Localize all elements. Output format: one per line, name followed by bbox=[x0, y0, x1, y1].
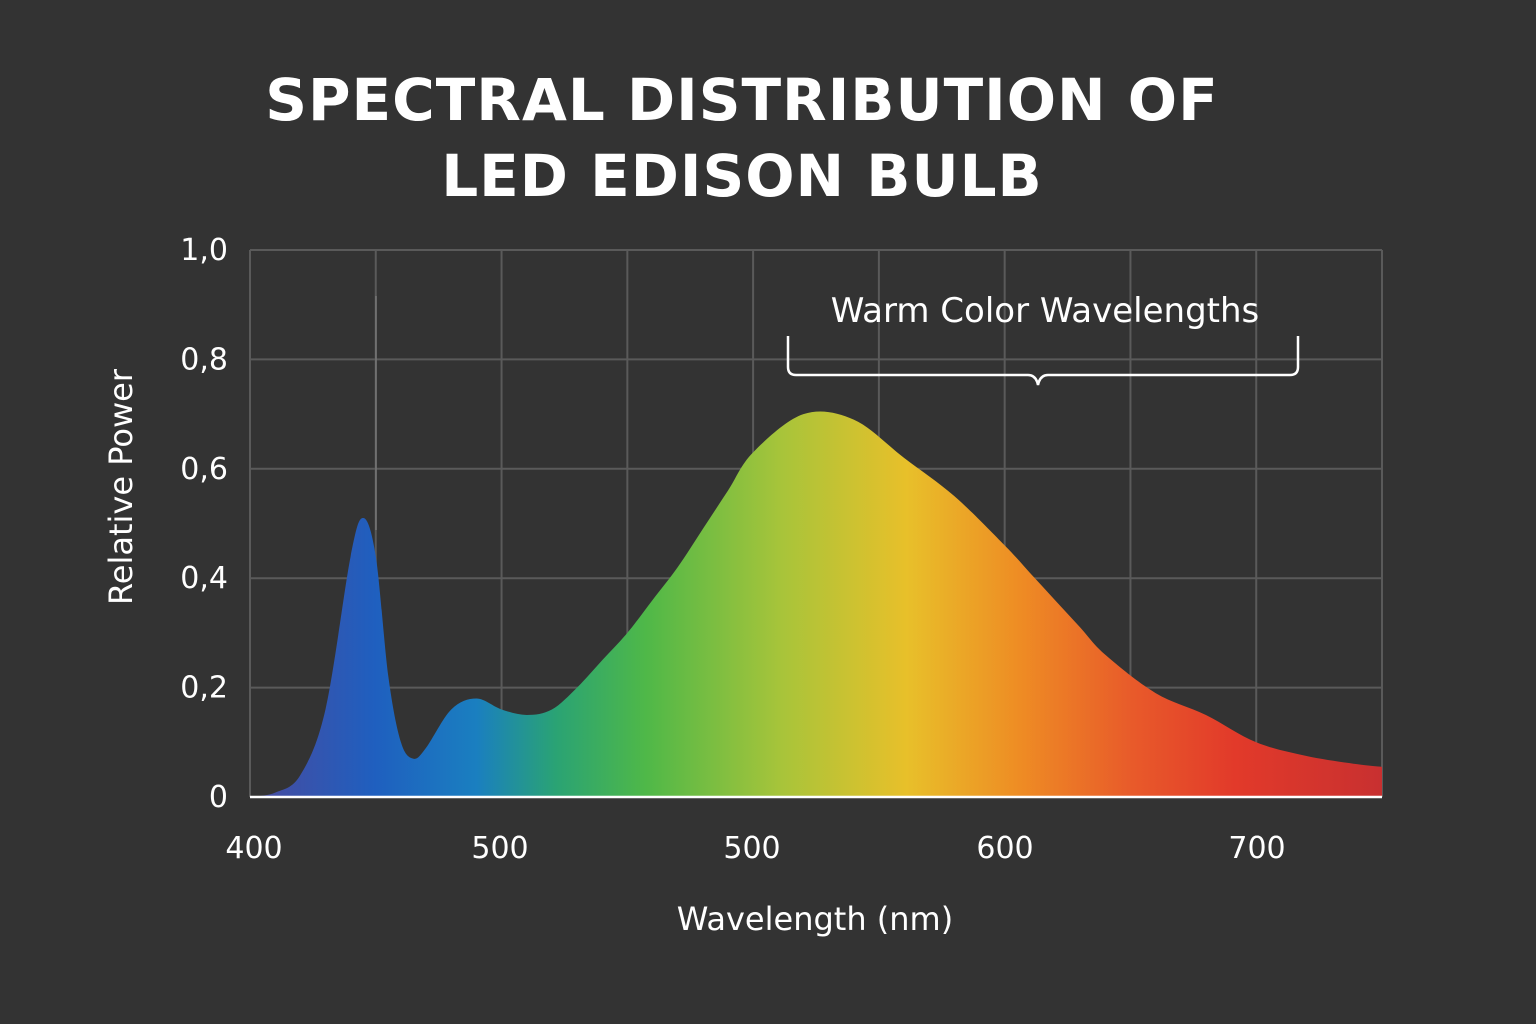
chart-title: SPECTRAL DISTRIBUTION OF LED EDISON BULB bbox=[0, 62, 1484, 214]
warm-color-annotation: Warm Color Wavelengths bbox=[831, 291, 1260, 331]
warm-range-bracket bbox=[786, 336, 1300, 386]
y-axis-ticks: 0 0,2 0,4 0,6 0,8 1,0 bbox=[180, 233, 228, 815]
x-tick-label: 500 bbox=[723, 831, 780, 866]
chart-title-line-2: LED EDISON BULB bbox=[441, 142, 1043, 210]
x-tick-label: 600 bbox=[976, 831, 1033, 866]
chart-title-line-1: SPECTRAL DISTRIBUTION OF bbox=[265, 66, 1219, 134]
x-tick-label: 700 bbox=[1228, 831, 1285, 866]
y-tick-label: 0,6 bbox=[180, 452, 228, 487]
y-tick-label: 1,0 bbox=[180, 233, 228, 268]
y-tick-label: 0,8 bbox=[180, 342, 228, 377]
y-axis-label: Relative Power bbox=[102, 368, 140, 605]
x-axis-label: Wavelength (nm) bbox=[677, 900, 953, 938]
y-tick-label: 0,2 bbox=[180, 671, 228, 706]
spectrum-area bbox=[250, 411, 1382, 797]
y-tick-label: 0 bbox=[209, 780, 228, 815]
x-tick-label: 500 bbox=[471, 831, 528, 866]
y-tick-label: 0,4 bbox=[180, 561, 228, 596]
x-tick-label: 400 bbox=[225, 831, 282, 866]
x-axis-ticks: 400 500 500 600 700 bbox=[225, 831, 1285, 866]
